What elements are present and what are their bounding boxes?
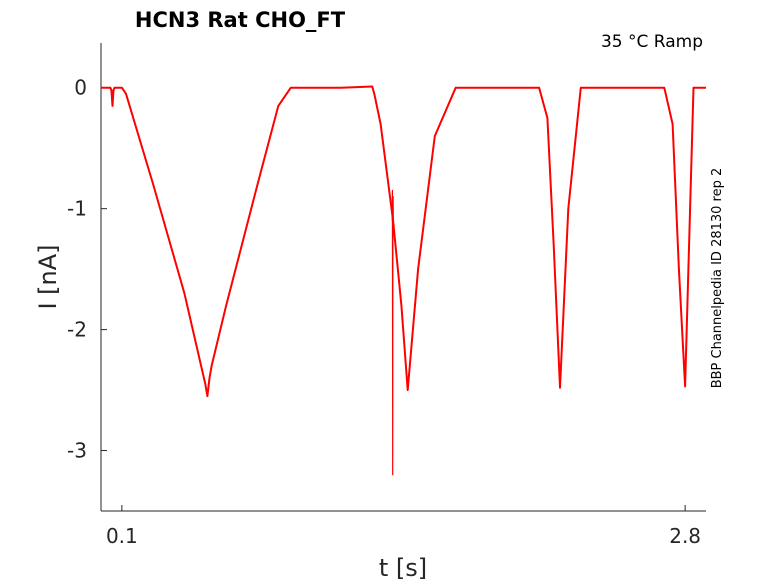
y-tick-label: -3 <box>67 439 87 463</box>
chart-title: HCN3 Rat CHO_FT <box>135 8 346 32</box>
series-layer <box>101 85 706 476</box>
x-tick-label: 0.1 <box>106 524 138 548</box>
chart-annotation: 35 °C Ramp <box>601 32 703 52</box>
plot-area: 0 -1 -2 -3 0.1 2.8 <box>67 43 706 548</box>
y-tick-label: -2 <box>67 318 87 342</box>
series-line <box>101 85 706 398</box>
x-axis-label: t [s] <box>379 554 427 582</box>
series-line <box>391 189 394 476</box>
y-tick-label: 0 <box>74 76 87 100</box>
y-ticks: 0 -1 -2 -3 <box>67 76 107 463</box>
y-axis-label: I [nA] <box>34 244 62 309</box>
y-tick-label: -1 <box>67 197 87 221</box>
chart-side-label: BBP Channelpedia ID 28130 rep 2 <box>710 168 725 389</box>
x-tick-label: 2.8 <box>669 524 701 548</box>
x-ticks: 0.1 2.8 <box>106 505 701 548</box>
